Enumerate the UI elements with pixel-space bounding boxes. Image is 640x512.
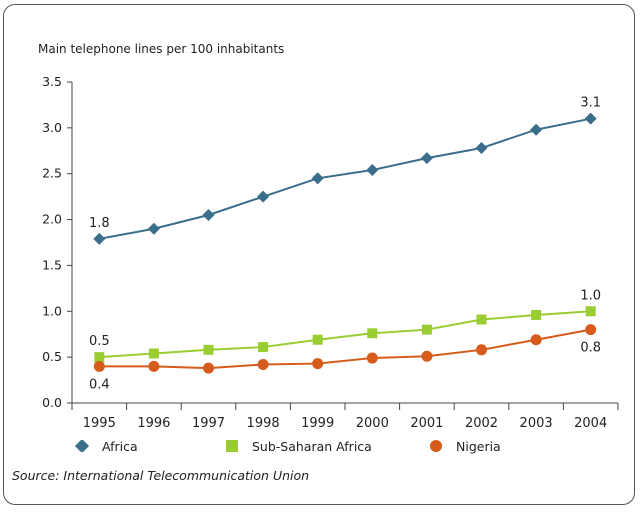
x-tick-label: 1998 [247,416,280,431]
data-point [530,123,543,136]
data-point [93,232,106,245]
legend-label: Sub-Saharan Africa [252,438,372,454]
legend-item-africa: Africa [72,438,138,454]
legend-label: Africa [102,438,138,454]
data-point [147,222,160,235]
series-line-1 [99,310,591,359]
data-label: 0.8 [580,341,601,356]
data-point [476,314,487,325]
data-point [203,344,214,355]
chart-frame [3,4,635,505]
data-point [148,348,159,359]
x-tick-label: 2003 [520,416,553,431]
data-label: 1.8 [89,216,110,231]
data-point [421,324,432,335]
y-tick-label: 0.0 [42,395,62,410]
legend-label: Nigeria [456,438,501,454]
data-point [366,352,378,364]
data-label: 0.4 [89,377,110,392]
x-tick-label: 2004 [574,416,607,431]
data-point [311,172,324,185]
data-point [585,306,596,317]
square-marker-icon [226,440,238,452]
x-tick-label: 1997 [192,416,225,431]
y-tick-label: 2.0 [42,212,62,227]
data-label: 0.5 [89,334,110,349]
data-point [420,152,433,165]
y-axis-label: Main telephone lines per 100 inhabitants [38,42,285,56]
y-tick-label: 1.0 [42,303,62,318]
y-tick-label: 1.5 [42,257,62,272]
data-point [584,112,597,125]
data-point [258,342,269,353]
source-note: Source: International Telecommunication … [12,468,310,483]
data-point [148,360,160,372]
data-point [476,344,487,356]
data-point [475,142,488,155]
y-tick-label: 0.5 [42,349,62,364]
data-point [93,360,105,372]
data-point [203,362,214,374]
diamond-marker-icon [74,440,90,452]
x-tick-label: 1996 [137,416,170,431]
data-point [202,208,215,221]
x-tick-label: 1999 [301,416,334,431]
data-point [531,309,542,320]
data-point [94,352,105,363]
data-point [367,328,378,339]
data-point [257,190,270,203]
data-label: 1.0 [580,288,601,303]
x-tick-label: 2002 [465,416,498,431]
x-tick-label: 1995 [83,416,116,431]
data-point [366,164,379,177]
series-line-0 [99,117,591,240]
legend-item-nigeria: Nigeria [426,438,501,454]
data-point [421,350,433,362]
data-point [257,358,269,370]
data-point [312,334,323,345]
circle-marker-icon [430,440,442,452]
x-tick-label: 2000 [356,416,389,431]
series-line-2 [99,328,591,370]
y-tick-label: 2.5 [42,166,62,181]
y-tick-label: 3.0 [42,120,62,135]
data-point [585,324,597,336]
data-point [312,358,324,370]
legend-item-sub-saharan-africa: Sub-Saharan Africa [222,438,372,454]
y-tick-label: 3.5 [42,74,62,89]
data-point [530,334,542,346]
data-label: 3.1 [580,96,601,111]
x-tick-label: 2001 [410,416,443,431]
